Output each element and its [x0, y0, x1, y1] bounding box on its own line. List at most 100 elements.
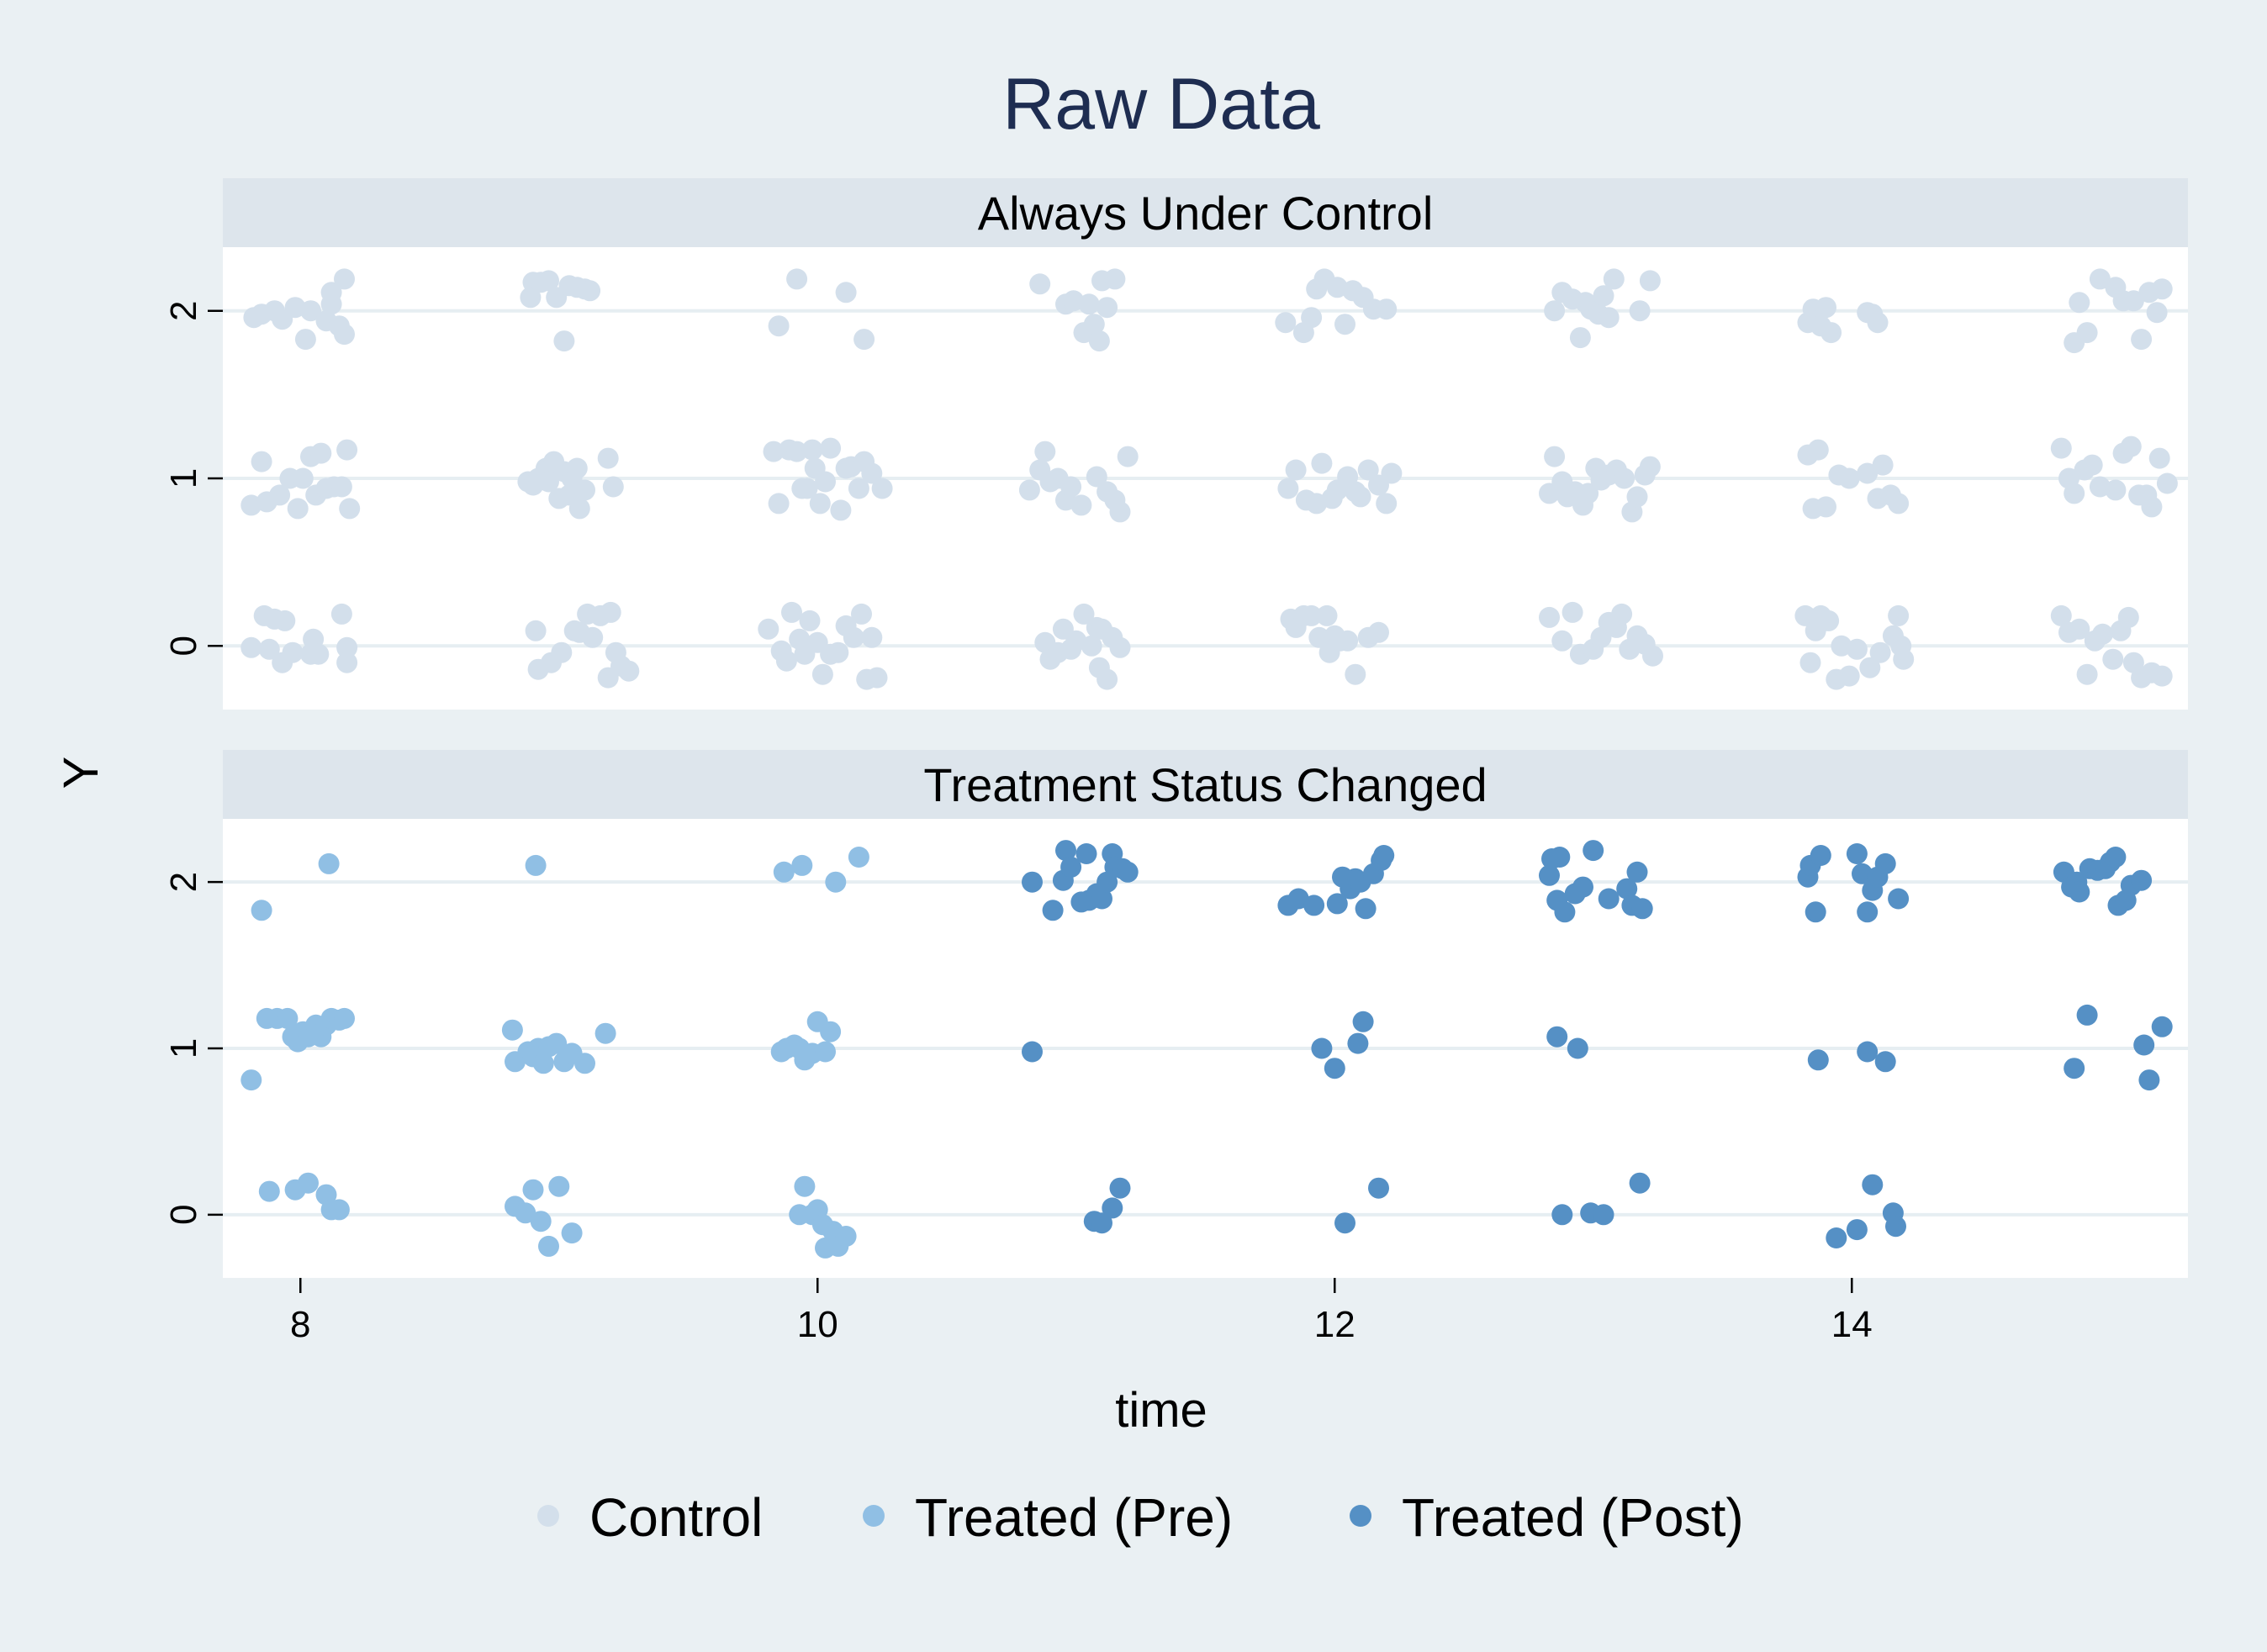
- data-point: [1857, 462, 1879, 484]
- data-point: [561, 1222, 583, 1244]
- data-point: [574, 479, 595, 501]
- data-point: [2105, 847, 2127, 868]
- data-point: [2102, 648, 2124, 670]
- data-point: [538, 1235, 559, 1257]
- data-point: [1034, 441, 1056, 462]
- data-point: [1316, 604, 1338, 626]
- data-point: [1807, 1049, 1829, 1071]
- data-point: [830, 499, 852, 521]
- legend-marker: [863, 1505, 885, 1527]
- data-point: [546, 1032, 568, 1054]
- x-tick-label: 10: [797, 1304, 838, 1345]
- data-point: [2069, 618, 2090, 640]
- data-point: [1086, 466, 1107, 488]
- y-tick-label: 0: [163, 636, 204, 656]
- data-point: [1088, 330, 1110, 352]
- data-point: [1603, 268, 1625, 290]
- data-point: [251, 451, 272, 472]
- data-point: [853, 329, 875, 351]
- data-point: [1091, 888, 1112, 910]
- data-point: [568, 498, 590, 520]
- data-point: [525, 620, 547, 641]
- data-point: [1097, 668, 1118, 690]
- data-point: [1629, 1172, 1651, 1194]
- y-tick-label: 1: [163, 468, 204, 488]
- data-point: [618, 660, 640, 682]
- data-point: [1818, 610, 1840, 631]
- data-point: [1593, 1204, 1614, 1226]
- data-point: [1857, 1041, 1879, 1063]
- data-point: [1311, 452, 1333, 474]
- data-point: [2076, 1004, 2098, 1026]
- data-point: [2105, 479, 2127, 501]
- data-point: [300, 300, 321, 322]
- data-point: [820, 437, 842, 459]
- data-point: [1334, 1212, 1355, 1234]
- data-point: [2151, 665, 2173, 687]
- data-point: [538, 471, 559, 493]
- data-point: [763, 441, 785, 462]
- data-point: [522, 1179, 544, 1201]
- data-point: [1055, 840, 1076, 862]
- data-point: [1117, 446, 1139, 467]
- series-treated-pre: [240, 847, 869, 1259]
- legend-marker: [537, 1505, 559, 1527]
- data-point: [1629, 300, 1651, 322]
- data-point: [1888, 493, 1910, 515]
- data-point: [2117, 606, 2139, 628]
- data-point: [2050, 437, 2072, 459]
- data-point: [871, 478, 893, 499]
- data-point: [339, 498, 361, 520]
- panel-1: Always Under Control 0 1 2: [163, 178, 2188, 710]
- data-point: [566, 457, 588, 479]
- data-point: [1598, 307, 1620, 329]
- data-point: [1091, 1212, 1112, 1234]
- data-point: [1544, 300, 1566, 322]
- x-tick-label: 8: [290, 1304, 310, 1345]
- data-point: [269, 484, 291, 506]
- legend-item: Treated (Pre): [863, 1487, 1233, 1548]
- data-point: [1097, 297, 1118, 319]
- data-point: [1815, 297, 1836, 319]
- data-point: [258, 1180, 280, 1202]
- data-point: [318, 852, 340, 874]
- data-point: [796, 478, 818, 499]
- data-point: [1549, 847, 1571, 868]
- data-point: [1544, 446, 1566, 467]
- legend-item: Control: [537, 1487, 763, 1548]
- data-point: [1022, 1041, 1043, 1063]
- data-point: [1874, 1051, 1896, 1073]
- data-point: [330, 476, 352, 498]
- panel-title: Always Under Control: [978, 187, 1434, 240]
- data-point: [597, 447, 619, 469]
- data-point: [251, 900, 272, 921]
- data-point: [1546, 1026, 1568, 1048]
- data-point: [1357, 459, 1379, 481]
- data-point: [1277, 478, 1299, 499]
- data-point: [602, 476, 624, 498]
- panel-2: Treatment Status Changed 0 1 2: [163, 750, 2188, 1278]
- data-point: [298, 1172, 319, 1194]
- data-point: [815, 471, 836, 493]
- data-point: [1301, 307, 1323, 329]
- data-point: [1326, 893, 1348, 915]
- data-point: [815, 1041, 836, 1063]
- data-point: [1275, 312, 1297, 334]
- data-point: [1301, 604, 1323, 626]
- data-point: [2133, 1034, 2155, 1056]
- data-point: [794, 1175, 816, 1197]
- data-point: [1345, 663, 1366, 685]
- data-point: [843, 626, 864, 648]
- data-point: [786, 441, 808, 462]
- data-point: [1846, 1219, 1868, 1241]
- data-point: [1869, 641, 1891, 663]
- data-point: [1805, 901, 1826, 923]
- legend-marker: [1350, 1505, 1371, 1527]
- series-treated-post: [1022, 840, 2173, 1248]
- data-point: [1308, 626, 1330, 648]
- y-tick-label: 2: [163, 872, 204, 892]
- data-point: [1334, 314, 1355, 335]
- x-axis: 8 10 12 14: [290, 1278, 1873, 1345]
- data-point: [310, 442, 332, 464]
